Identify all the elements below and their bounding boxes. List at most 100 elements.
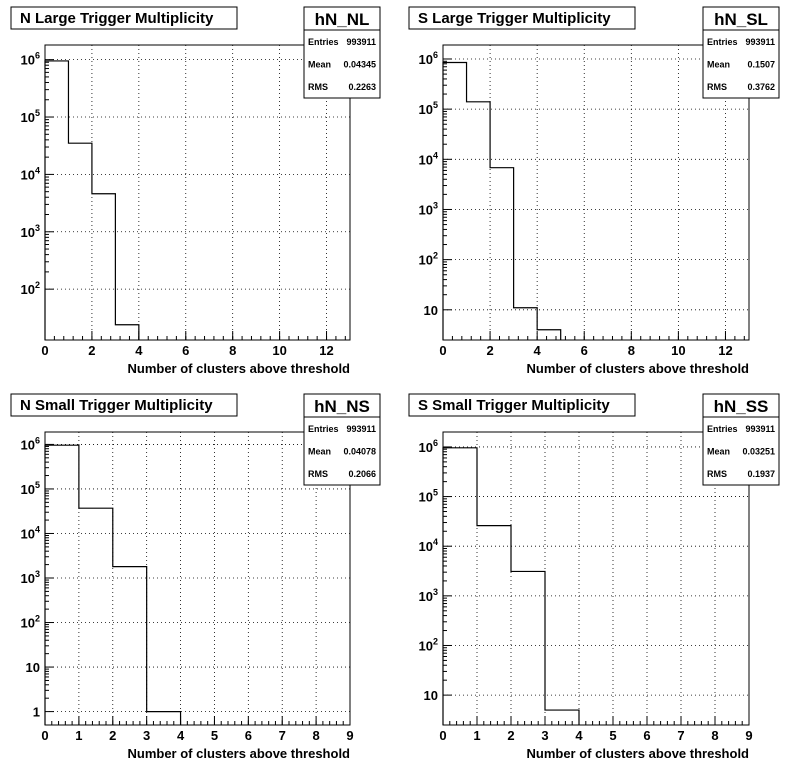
stats-rms-value: 0.1937: [747, 469, 775, 479]
stats-box: [702, 6, 780, 99]
x-tick-label: 4: [177, 728, 185, 743]
title-box: [10, 393, 238, 417]
plot-frame: [442, 431, 750, 726]
x-tick-label: 12: [718, 343, 732, 358]
stats-box: [303, 393, 381, 486]
histogram-bin: [45, 61, 68, 340]
histogram-bin: [45, 445, 79, 725]
histogram-bin: [113, 567, 147, 725]
stats-mean-value: 0.04345: [343, 60, 376, 70]
histogram-bin: [477, 526, 511, 725]
x-tick-label: 4: [135, 343, 143, 358]
histogram-bin: [147, 712, 181, 725]
y-tick-label: 103: [21, 223, 40, 240]
y-tick-label: 106: [419, 438, 438, 455]
histogram-name: hN_NS: [314, 397, 370, 416]
y-tick-label: 104: [21, 524, 40, 541]
stats-mean-value: 0.03251: [742, 447, 775, 457]
chart-title: S Large Trigger Multiplicity: [418, 10, 611, 27]
stats-entries-label: Entries: [308, 424, 339, 434]
plot-frame: [44, 44, 351, 341]
histogram-name: hN_NL: [315, 10, 370, 29]
histogram-panel: 0 1 2 3 4 5 6 7 8 9 10 102 103 104 105 106 Number of clu…: [408, 393, 780, 761]
plot-frame: [442, 44, 750, 341]
stats-rms-label: RMS: [707, 469, 727, 479]
title-box: [408, 6, 636, 30]
x-tick-label: 7: [279, 728, 286, 743]
histogram-bin: [537, 330, 561, 340]
histogram-bin: [511, 571, 545, 725]
x-tick-label: 8: [229, 343, 236, 358]
x-tick-label: 6: [581, 343, 588, 358]
x-tick-label: 8: [711, 728, 718, 743]
y-tick-label: 10: [26, 660, 40, 675]
x-tick-label: 2: [486, 343, 493, 358]
y-tick-label: 105: [419, 488, 438, 505]
histogram-name: hN_SS: [714, 397, 769, 416]
x-tick-label: 0: [41, 343, 48, 358]
x-tick-label: 5: [609, 728, 616, 743]
x-tick-label: 10: [272, 343, 286, 358]
y-tick-label: 105: [21, 480, 40, 497]
stats-rms-value: 0.2263: [348, 82, 376, 92]
x-tick-label: 2: [109, 728, 116, 743]
x-tick-label: 2: [88, 343, 95, 358]
stats-rms-value: 0.2066: [348, 469, 376, 479]
title-box: [408, 393, 636, 417]
y-tick-label: 106: [21, 51, 40, 68]
y-tick-label: 102: [419, 251, 438, 268]
x-tick-label: 2: [507, 728, 514, 743]
histogram-series: [44, 444, 182, 725]
x-tick-label: 9: [745, 728, 752, 743]
x-axis-title: Number of clusters above threshold: [527, 746, 750, 761]
histogram-bin: [79, 508, 113, 725]
chart-title: S Small Trigger Multiplicity: [418, 397, 610, 414]
x-tick-label: 4: [534, 343, 542, 358]
y-tick-label: 103: [419, 587, 438, 604]
stats-rms-label: RMS: [308, 82, 328, 92]
x-tick-label: 7: [677, 728, 684, 743]
stats-rms-value: 0.3762: [747, 82, 775, 92]
x-tick-label: 3: [541, 728, 548, 743]
histogram-bin: [467, 102, 491, 340]
histogram-bin: [92, 194, 115, 340]
x-tick-label: 8: [312, 728, 319, 743]
histogram-panel: 0 2 4 6 8 10 12 102 103 104 105 106 Number of cluste…: [10, 6, 381, 376]
x-axis-title: Number of clusters above threshold: [128, 746, 351, 761]
x-tick-label: 9: [346, 728, 353, 743]
x-tick-label: 10: [671, 343, 685, 358]
x-tick-label: 1: [473, 728, 480, 743]
y-tick-label: 104: [419, 150, 438, 167]
y-tick-label: 105: [419, 100, 438, 117]
stats-entries-label: Entries: [707, 424, 738, 434]
histogram-series: [442, 61, 562, 340]
stats-entries-value: 993911: [745, 424, 775, 434]
y-tick-label: 102: [419, 636, 438, 653]
y-tick-label: 102: [21, 614, 40, 631]
histogram-bin: [490, 168, 514, 340]
stats-box: [303, 6, 381, 99]
stats-mean-value: 0.1507: [747, 60, 775, 70]
x-tick-label: 8: [628, 343, 635, 358]
x-tick-label: 6: [245, 728, 252, 743]
x-tick-label: 1: [75, 728, 82, 743]
stats-mean-value: 0.04078: [343, 447, 376, 457]
histogram-bin: [443, 63, 467, 340]
x-tick-label: 12: [319, 343, 333, 358]
stats-mean-label: Mean: [707, 447, 730, 457]
stats-entries-value: 993911: [745, 37, 775, 47]
histogram-series: [44, 60, 140, 340]
y-tick-label: 10: [424, 303, 438, 318]
x-tick-label: 6: [643, 728, 650, 743]
chart-title: N Large Trigger Multiplicity: [20, 10, 214, 27]
y-tick-label: 102: [21, 280, 40, 297]
x-tick-label: 3: [143, 728, 150, 743]
chart-title: N Small Trigger Multiplicity: [20, 397, 213, 414]
x-tick-label: 5: [211, 728, 218, 743]
histogram-name: hN_SL: [714, 10, 768, 29]
y-tick-label: 1: [33, 705, 40, 720]
x-tick-label: 4: [575, 728, 583, 743]
title-box: [10, 6, 238, 30]
y-tick-label: 104: [419, 537, 438, 554]
